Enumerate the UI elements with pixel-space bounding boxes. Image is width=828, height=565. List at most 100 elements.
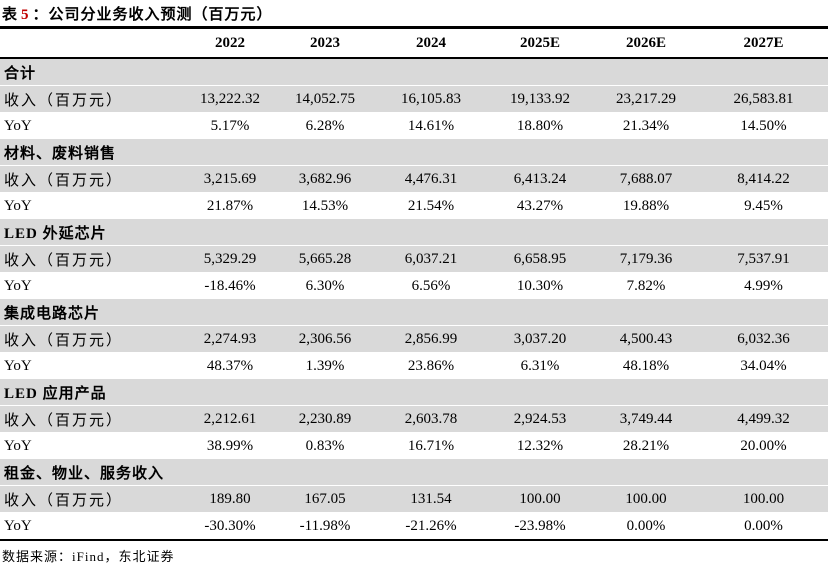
revenue-cell: 7,537.91	[699, 245, 828, 273]
yoy-row: YoY 48.37% 1.39% 23.86% 6.31% 48.18% 34.…	[0, 352, 828, 379]
revenue-cell: 131.54	[375, 485, 487, 513]
revenue-row: 收入（百万元） 13,222.32 14,052.75 16,105.83 19…	[0, 85, 828, 113]
revenue-cell: 7,179.36	[593, 245, 699, 273]
yoy-cell: 23.86%	[375, 352, 487, 379]
yoy-cell: 0.00%	[699, 512, 828, 539]
yoy-cell: 14.50%	[699, 112, 828, 139]
revenue-cell: 100.00	[699, 485, 828, 513]
revenue-row: 收入（百万元） 189.80 167.05 131.54 100.00 100.…	[0, 485, 828, 513]
yoy-cell: 16.71%	[375, 432, 487, 459]
yoy-cell: 18.80%	[487, 112, 593, 139]
revenue-cell: 3,682.96	[275, 165, 375, 193]
revenue-row: 收入（百万元） 3,215.69 3,682.96 4,476.31 6,413…	[0, 165, 828, 193]
yoy-cell: 6.28%	[275, 112, 375, 139]
row-label-yoy: YoY	[0, 512, 185, 539]
segment-name: 合计	[0, 58, 828, 86]
segment-name: LED 应用产品	[0, 379, 828, 406]
row-label-yoy: YoY	[0, 352, 185, 379]
revenue-cell: 3,749.44	[593, 405, 699, 433]
segment-header-row: 合计	[0, 58, 828, 86]
row-label-revenue: 收入（百万元）	[0, 325, 185, 353]
caption-title: ：公司分业务收入预测（百万元）	[32, 7, 273, 23]
revenue-cell: 4,476.31	[375, 165, 487, 193]
row-label-yoy: YoY	[0, 432, 185, 459]
revenue-cell: 100.00	[593, 485, 699, 513]
yoy-cell: 43.27%	[487, 192, 593, 219]
yoy-cell: 0.83%	[275, 432, 375, 459]
segment-name: 集成电路芯片	[0, 299, 828, 326]
revenue-row: 收入（百万元） 2,212.61 2,230.89 2,603.78 2,924…	[0, 405, 828, 433]
yoy-cell: 6.56%	[375, 272, 487, 299]
row-label-revenue: 收入（百万元）	[0, 85, 185, 113]
revenue-cell: 6,413.24	[487, 165, 593, 193]
yoy-cell: 19.88%	[593, 192, 699, 219]
revenue-cell: 4,500.43	[593, 325, 699, 353]
revenue-cell: 4,499.32	[699, 405, 828, 433]
year-header: 2022	[185, 29, 275, 59]
yoy-cell: 10.30%	[487, 272, 593, 299]
revenue-cell: 2,856.99	[375, 325, 487, 353]
revenue-cell: 2,603.78	[375, 405, 487, 433]
yoy-row: YoY 5.17% 6.28% 14.61% 18.80% 21.34% 14.…	[0, 112, 828, 139]
yoy-cell: -23.98%	[487, 512, 593, 539]
yoy-cell: -21.26%	[375, 512, 487, 539]
segment-header-row: LED 外延芯片	[0, 219, 828, 246]
segment-header-row: 集成电路芯片	[0, 299, 828, 326]
yoy-cell: 21.34%	[593, 112, 699, 139]
yoy-cell: -18.46%	[185, 272, 275, 299]
segment-name: LED 外延芯片	[0, 219, 828, 246]
revenue-cell: 6,032.36	[699, 325, 828, 353]
revenue-cell: 5,665.28	[275, 245, 375, 273]
revenue-cell: 189.80	[185, 485, 275, 513]
revenue-cell: 2,274.93	[185, 325, 275, 353]
segment-header-row: LED 应用产品	[0, 379, 828, 406]
row-label-yoy: YoY	[0, 272, 185, 299]
revenue-cell: 8,414.22	[699, 165, 828, 193]
segment-name: 材料、废料销售	[0, 139, 828, 166]
yoy-cell: 14.53%	[275, 192, 375, 219]
revenue-cell: 2,306.56	[275, 325, 375, 353]
revenue-row: 收入（百万元） 5,329.29 5,665.28 6,037.21 6,658…	[0, 245, 828, 273]
revenue-cell: 2,212.61	[185, 405, 275, 433]
data-source-note: 数据来源：iFind，东北证券	[0, 539, 828, 565]
corner-cell	[0, 29, 185, 59]
revenue-cell: 14,052.75	[275, 85, 375, 113]
yoy-cell: 12.32%	[487, 432, 593, 459]
yoy-cell: 34.04%	[699, 352, 828, 379]
row-label-yoy: YoY	[0, 112, 185, 139]
yoy-cell: -30.30%	[185, 512, 275, 539]
yoy-cell: 28.21%	[593, 432, 699, 459]
yoy-cell: 6.30%	[275, 272, 375, 299]
revenue-cell: 167.05	[275, 485, 375, 513]
yoy-cell: 0.00%	[593, 512, 699, 539]
revenue-cell: 16,105.83	[375, 85, 487, 113]
yoy-cell: 6.31%	[487, 352, 593, 379]
row-label-revenue: 收入（百万元）	[0, 485, 185, 513]
revenue-cell: 3,037.20	[487, 325, 593, 353]
revenue-cell: 6,658.95	[487, 245, 593, 273]
year-header: 2027E	[699, 29, 828, 59]
row-label-yoy: YoY	[0, 192, 185, 219]
yoy-cell: 5.17%	[185, 112, 275, 139]
revenue-row: 收入（百万元） 2,274.93 2,306.56 2,856.99 3,037…	[0, 325, 828, 353]
revenue-cell: 100.00	[487, 485, 593, 513]
segment-name: 租金、物业、服务收入	[0, 459, 828, 486]
table-caption: 表 5 ：公司分业务收入预测（百万元）	[0, 0, 828, 29]
revenue-cell: 26,583.81	[699, 85, 828, 113]
year-header: 2026E	[593, 29, 699, 59]
yoy-cell: 14.61%	[375, 112, 487, 139]
yoy-cell: 21.54%	[375, 192, 487, 219]
caption-number: 5	[21, 7, 30, 23]
yoy-cell: 38.99%	[185, 432, 275, 459]
yoy-cell: 48.37%	[185, 352, 275, 379]
yoy-cell: -11.98%	[275, 512, 375, 539]
year-header: 2025E	[487, 29, 593, 59]
row-label-revenue: 收入（百万元）	[0, 165, 185, 193]
yoy-cell: 21.87%	[185, 192, 275, 219]
segment-header-row: 材料、废料销售	[0, 139, 828, 166]
revenue-cell: 7,688.07	[593, 165, 699, 193]
yoy-row: YoY 38.99% 0.83% 16.71% 12.32% 28.21% 20…	[0, 432, 828, 459]
row-label-revenue: 收入（百万元）	[0, 405, 185, 433]
segment-header-row: 租金、物业、服务收入	[0, 459, 828, 486]
